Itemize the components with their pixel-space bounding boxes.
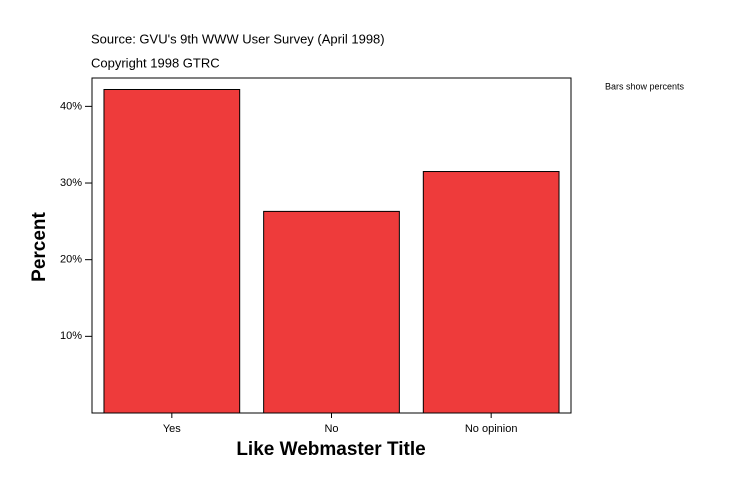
y-tick-label: 20%: [60, 254, 82, 266]
x-tick-label: Yes: [163, 423, 181, 435]
bar: [103, 88, 241, 414]
x-tick-label: No opinion: [465, 423, 518, 435]
subtitle: Source: GVU's 9th WWW User Survey (April…: [91, 31, 385, 46]
x-tick-label: No: [324, 423, 338, 435]
subtitle: Copyright 1998 GTRC: [91, 55, 220, 70]
bar: [422, 171, 560, 414]
y-tick-label: 10%: [60, 330, 82, 342]
x-axis-title: Like Webmaster Title: [236, 439, 425, 460]
bar: [263, 210, 400, 414]
y-tick-label: 30%: [60, 177, 82, 189]
y-axis-title: Percent: [29, 211, 50, 281]
y-tick-label: 40%: [60, 100, 82, 112]
annotation: Bars show percents: [605, 81, 685, 91]
